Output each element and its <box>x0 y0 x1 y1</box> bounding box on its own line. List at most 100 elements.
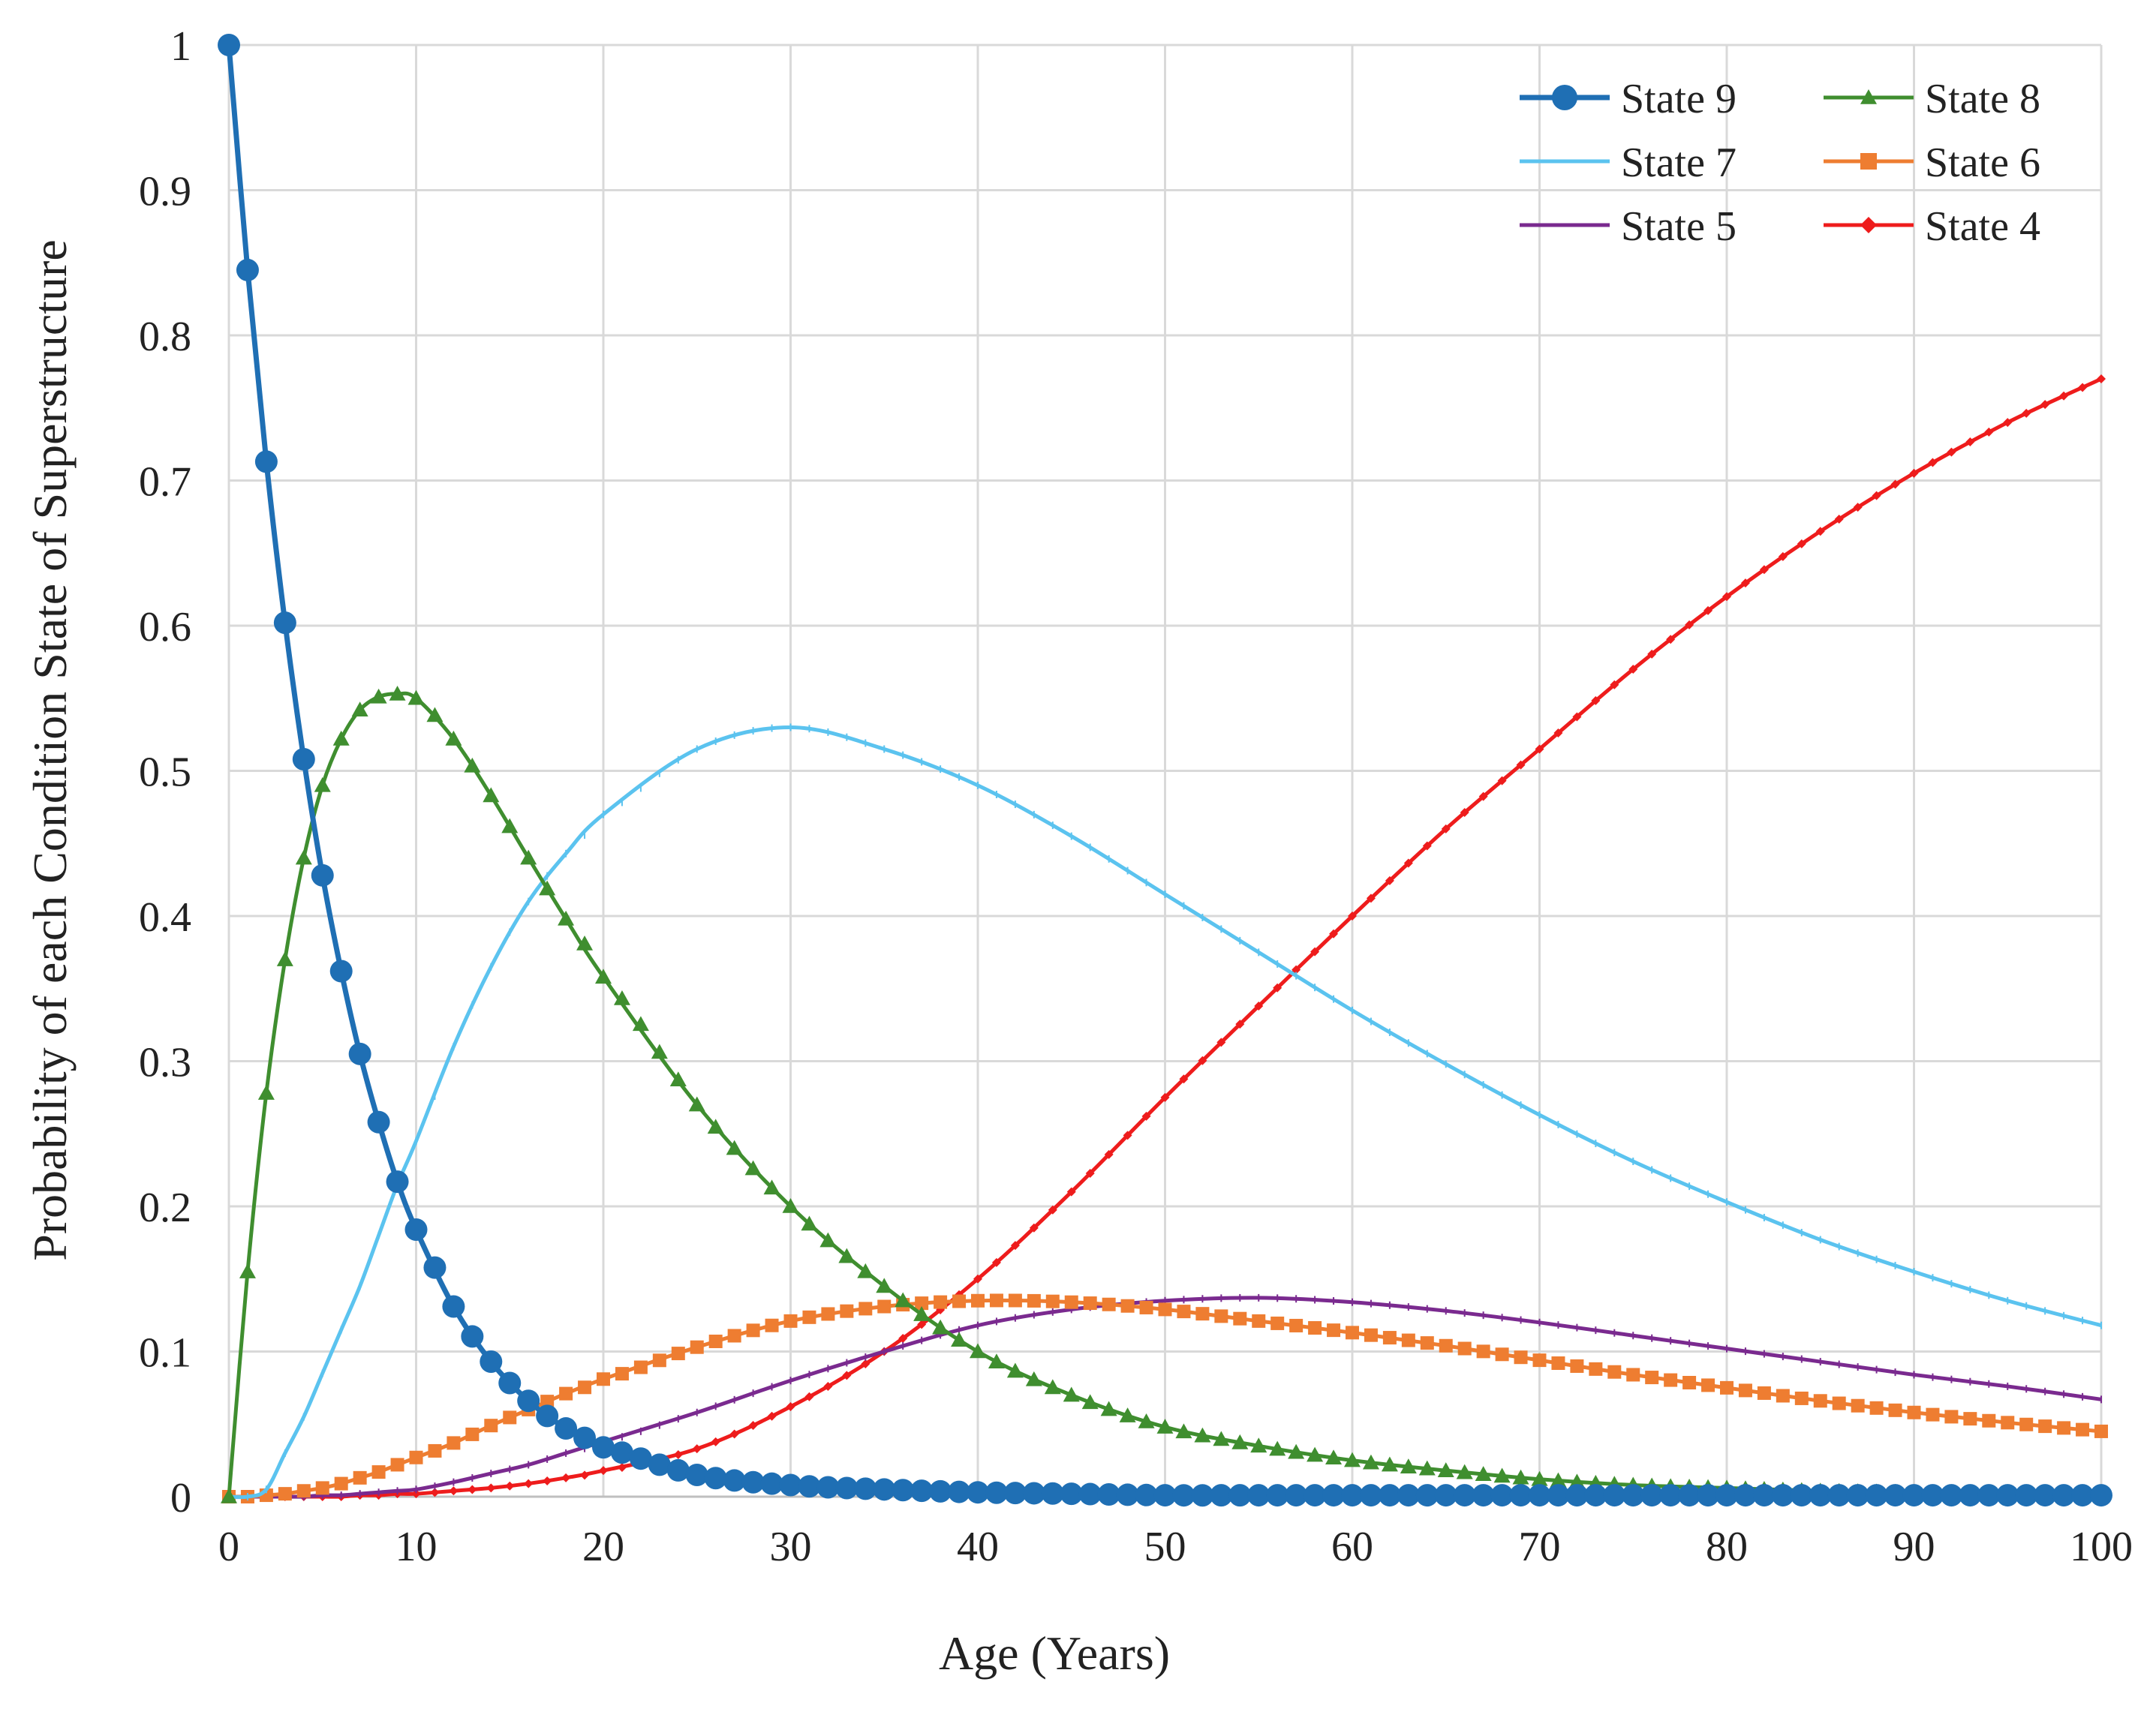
state-4-marker <box>1553 728 1563 738</box>
state-6-marker <box>1626 1368 1640 1382</box>
state-4-marker <box>1141 1111 1151 1121</box>
state-4-marker <box>898 1333 908 1343</box>
state-6-marker <box>915 1296 929 1311</box>
state-4-marker <box>1066 1187 1076 1197</box>
state-6-marker <box>315 1481 329 1495</box>
state-8-marker <box>483 787 500 803</box>
legend-label: State 4 <box>1925 203 2040 250</box>
state-9-marker <box>985 1481 1008 1504</box>
state-4-marker <box>1703 605 1713 615</box>
state-4-marker <box>1928 458 1938 467</box>
state-6-marker <box>428 1443 442 1458</box>
state-6-marker <box>278 1487 292 1501</box>
legend-label: State 5 <box>1621 203 1737 250</box>
state-4-marker <box>1104 1149 1114 1159</box>
state-9-marker <box>741 1470 765 1494</box>
state-8-marker <box>819 1232 837 1248</box>
state-6-marker <box>1064 1295 1078 1309</box>
state-4-marker <box>711 1437 720 1446</box>
state-6-marker <box>1851 1398 1865 1413</box>
state-8-marker <box>370 688 387 704</box>
state-8-marker <box>1550 1472 1567 1488</box>
state-9-marker <box>1003 1482 1027 1505</box>
state-6-marker <box>1944 1410 1959 1424</box>
state-8-marker <box>314 776 331 792</box>
state-6-marker <box>989 1293 1003 1308</box>
state-9-marker <box>873 1478 896 1501</box>
state-4-marker <box>561 1473 571 1482</box>
state-6-marker <box>1776 1389 1790 1403</box>
state-9-marker <box>2071 1484 2094 1507</box>
state-6-marker <box>877 1299 892 1314</box>
state-6-marker <box>1308 1321 1322 1335</box>
state-4-marker <box>1535 744 1544 754</box>
y-tick-label: 0.1 <box>139 1330 191 1377</box>
state-9-marker <box>1734 1484 1757 1507</box>
state-6-marker <box>1907 1405 1921 1419</box>
y-tick-label: 0.9 <box>139 169 191 215</box>
state-6-marker <box>1045 1294 1060 1308</box>
state-4-marker <box>1647 649 1657 659</box>
state-8-marker <box>520 849 537 865</box>
state-6-marker <box>652 1353 666 1368</box>
state-6-marker <box>1158 1302 1172 1317</box>
state-4-marker <box>1740 578 1750 588</box>
state-9-series <box>218 34 2112 1507</box>
x-axis-label: Age (Years) <box>939 1626 1170 1680</box>
state-9-marker <box>1359 1484 1382 1507</box>
state-9-marker <box>367 1110 390 1134</box>
state-4-marker <box>1890 479 1900 489</box>
state-9-marker <box>1341 1484 1364 1507</box>
state-6-marker <box>597 1372 610 1386</box>
state-4-marker <box>1853 503 1863 512</box>
state-6-marker <box>1869 1401 1884 1415</box>
state-8-marker <box>726 1140 743 1155</box>
state-8-marker <box>988 1353 1005 1369</box>
state-9-marker <box>423 1256 447 1279</box>
state-9-marker <box>666 1458 690 1482</box>
state-8-marker <box>1418 1460 1436 1476</box>
state-6-marker <box>334 1476 348 1491</box>
state-9-marker <box>555 1417 578 1440</box>
state-9-marker <box>967 1481 989 1504</box>
state-6-marker <box>1701 1378 1715 1392</box>
state-4-marker <box>786 1402 795 1412</box>
x-tick-label: 100 <box>2070 1524 2133 1570</box>
state-9-marker <box>348 1042 371 1065</box>
state-8-marker <box>407 689 425 705</box>
state-6-marker <box>821 1307 835 1321</box>
state-6-marker <box>296 1484 311 1498</box>
state-9-marker <box>1846 1484 1869 1507</box>
state-8-marker <box>539 880 556 896</box>
state-8-marker <box>1081 1394 1099 1410</box>
state-8-marker <box>613 990 630 1005</box>
state-4-marker <box>673 1449 683 1459</box>
state-9-marker <box>1996 1484 2019 1507</box>
y-tick-label: 0.3 <box>139 1040 191 1086</box>
state-6-marker <box>952 1294 967 1308</box>
state-9-marker <box>1697 1484 1720 1507</box>
state-9-marker <box>329 960 353 983</box>
state-6-marker <box>690 1340 704 1354</box>
state-6-marker <box>1832 1396 1846 1410</box>
state-9-marker <box>1940 1484 1963 1507</box>
y-tick-label: 1 <box>170 23 191 70</box>
state-6-marker <box>1682 1376 1697 1390</box>
state-9-marker <box>1959 1484 1982 1507</box>
state-6-marker <box>1401 1333 1415 1347</box>
state-4-marker <box>1984 427 1994 437</box>
state-9-marker <box>254 450 278 473</box>
state-9-marker <box>798 1475 821 1498</box>
state-8-marker <box>501 818 519 833</box>
state-9-marker <box>816 1476 840 1499</box>
state-9-marker <box>1584 1484 1607 1507</box>
state-9-marker <box>1827 1484 1851 1507</box>
state-9-marker <box>1153 1484 1177 1507</box>
state-6-marker <box>465 1427 480 1441</box>
state-6-marker <box>1794 1391 1809 1405</box>
state-8-marker <box>332 730 350 746</box>
state-9-marker <box>1659 1484 1682 1507</box>
state-4-marker <box>1123 1131 1132 1140</box>
state-9-marker <box>480 1350 503 1374</box>
state-4-marker <box>1591 695 1601 705</box>
